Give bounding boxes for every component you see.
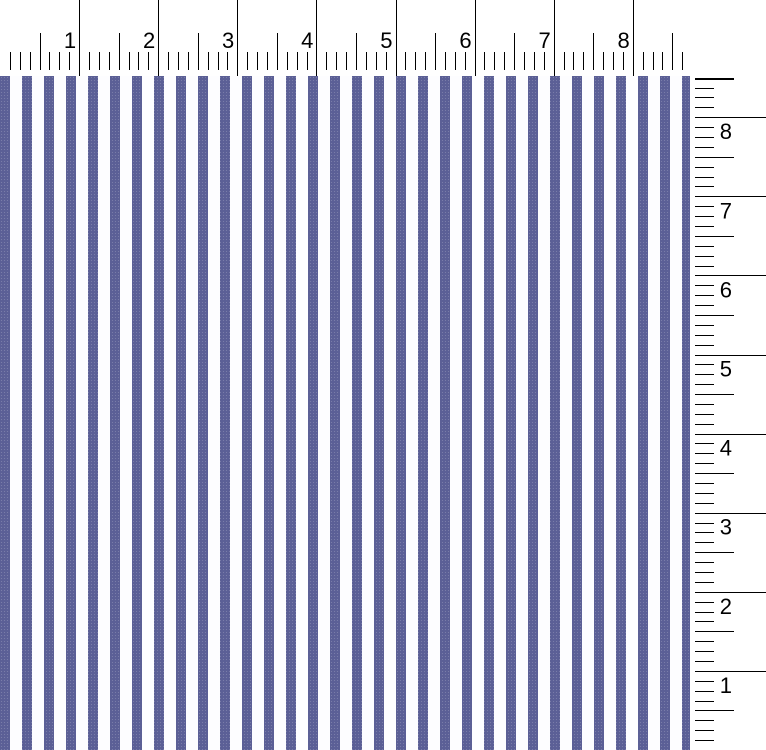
ruler-label: 2	[720, 594, 732, 619]
ruler-label: 4	[301, 28, 313, 53]
ruler-label: 3	[222, 28, 234, 53]
ruler-label: 7	[720, 198, 732, 223]
ruler-label: 7	[538, 28, 550, 53]
ruler-label: 1	[720, 673, 732, 698]
ruler-label: 5	[380, 28, 392, 53]
ruler-label: 6	[720, 277, 732, 302]
top-ruler: 1 2 3 4 5 6 7 8	[10, 0, 683, 76]
ruler-label: 6	[459, 28, 471, 53]
striped-fabric-swatch	[0, 76, 690, 750]
ruler-label: 4	[720, 436, 732, 461]
right-ruler: 8 7 6 5 4 3 2 1	[695, 78, 766, 741]
ruler-label: 2	[143, 28, 155, 53]
ruler-label: 3	[720, 515, 732, 540]
ruler-label: 8	[618, 28, 630, 53]
ruler-label: 5	[720, 357, 732, 382]
ruler-label: 1	[64, 28, 76, 53]
ruler-label: 8	[720, 119, 732, 144]
